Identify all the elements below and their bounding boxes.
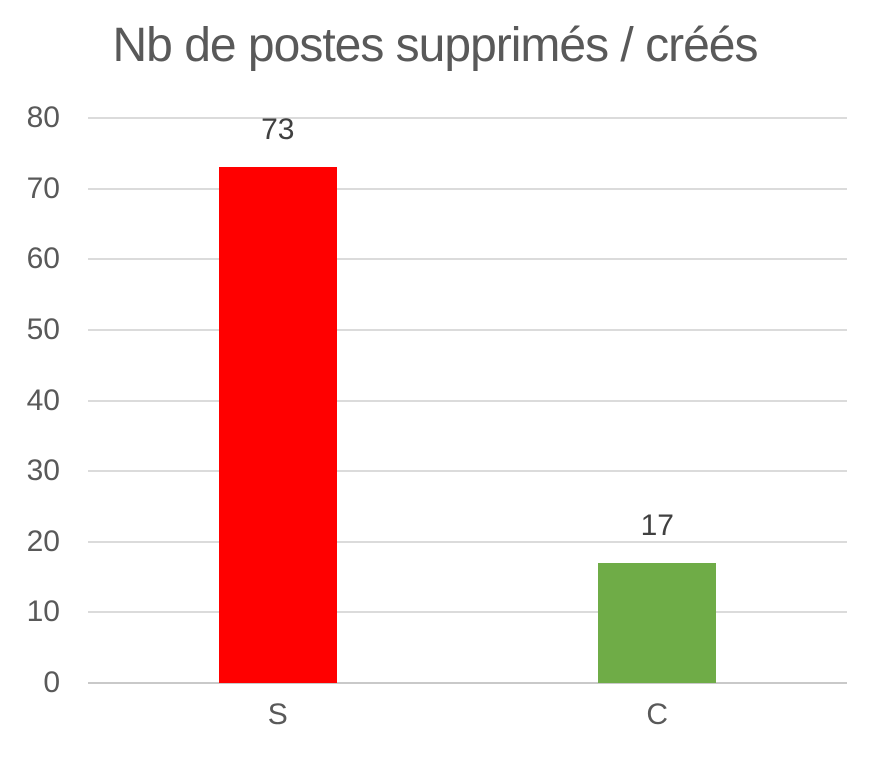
gridline <box>88 540 847 543</box>
y-tick-label: 50 <box>26 312 60 346</box>
y-tick-label: 70 <box>26 171 60 205</box>
gridline <box>88 187 847 190</box>
bar-C <box>598 562 717 683</box>
plot-area: 73 17 <box>88 113 847 684</box>
y-tick-label: 80 <box>26 101 60 134</box>
chart-title: Nb de postes supprimés / créés <box>112 19 759 72</box>
gridline <box>88 117 847 119</box>
y-tick-label: 0 <box>43 666 60 699</box>
gridline <box>88 611 847 614</box>
y-tick-label: 40 <box>26 383 60 417</box>
gridline <box>88 328 847 331</box>
y-tick-label: 20 <box>26 524 60 558</box>
y-tick-label: 10 <box>26 595 60 629</box>
gridline <box>88 470 847 473</box>
bar-value-label: 73 <box>261 113 295 147</box>
bar-S <box>218 167 337 683</box>
gridline <box>88 399 847 402</box>
x-category-label: S <box>267 698 288 731</box>
x-axis-line <box>88 682 847 684</box>
gridline <box>88 258 847 261</box>
x-category-label: C <box>646 698 669 731</box>
bar-value-label: 17 <box>640 508 674 542</box>
y-axis: 0 10 20 30 40 50 60 70 80 <box>0 103 60 698</box>
y-tick-label: 30 <box>26 454 60 488</box>
y-tick-label: 60 <box>26 242 60 276</box>
